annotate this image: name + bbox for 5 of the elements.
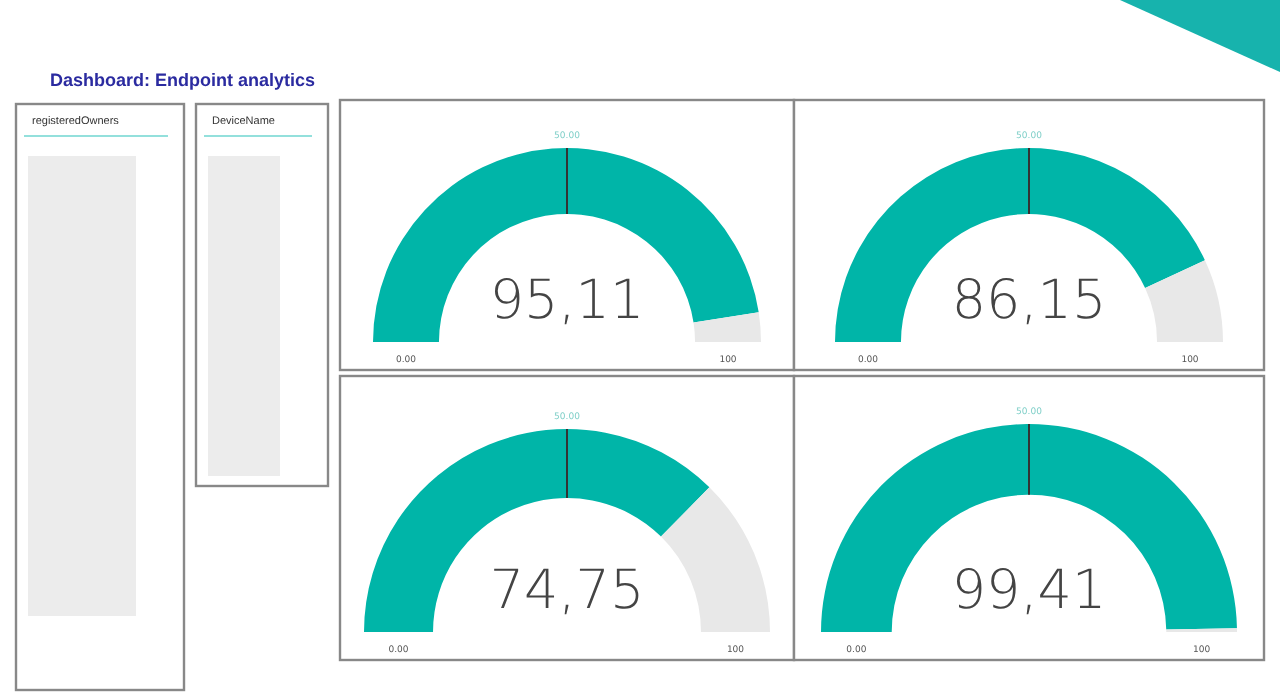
data-label: 95,11 (489, 270, 645, 332)
text: Dashboard: Endpoint analytics (50, 70, 316, 90)
data-label: 99,41 (951, 560, 1107, 622)
data-label: 74,75 (489, 560, 645, 622)
data-label: 86,15 (951, 270, 1107, 332)
